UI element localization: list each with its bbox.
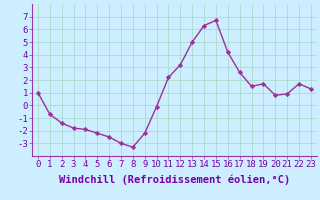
X-axis label: Windchill (Refroidissement éolien,°C): Windchill (Refroidissement éolien,°C) <box>59 175 290 185</box>
